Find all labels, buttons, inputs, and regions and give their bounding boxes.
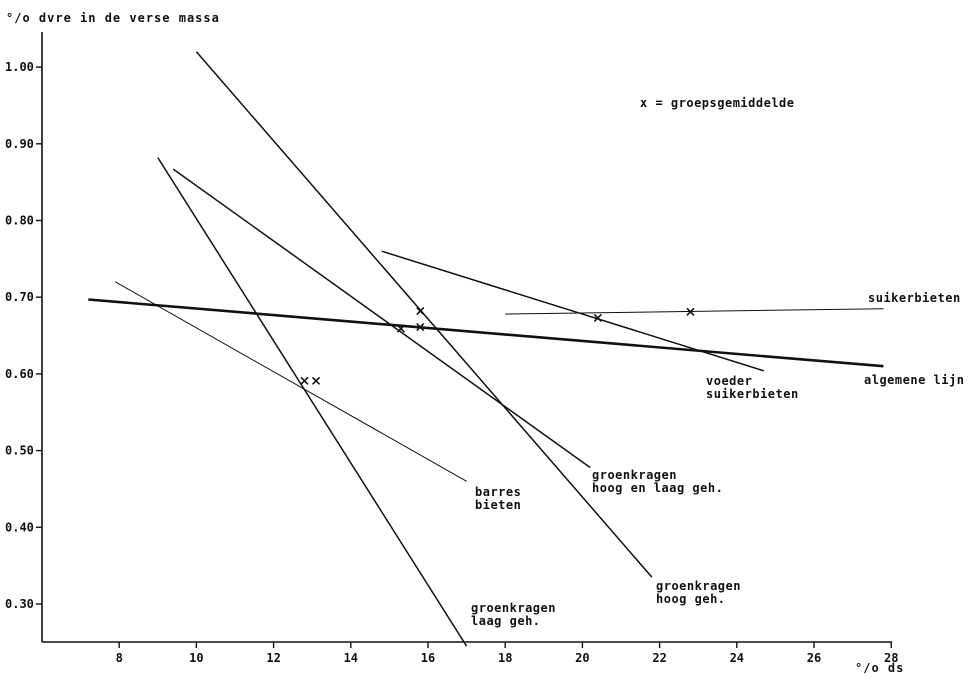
series-line-groenkragen-laag-geh [157,157,468,647]
y-axis: 0.30 0.40 0.50 0.60 0.70 0.80 0.90 1.00 °/o dvr… [5,11,220,642]
series-label-voeder-suikerbieten: suikerbieten [706,387,799,401]
x-tick-label: 12 [266,651,280,665]
x-tick-label: 28 [884,651,898,665]
group-mean-marker-groenkragen-hoog-geh [416,306,425,316]
x-tick-label: 14 [344,651,358,665]
series-label-voeder-suikerbieten: voeder [706,374,752,388]
series-line-suikerbieten [505,308,884,315]
series-label-groenkragen-hoog-geh: hoog geh. [656,592,726,606]
series-label-groenkragen-hoog-en-laag-geh: hoog en laag geh. [592,481,723,495]
series-label-groenkragen-hoog-geh: groenkragen [656,579,741,593]
x-tick-group: 8 10 12 14 16 18 20 22 24 26 28 [116,642,898,665]
series-line-groenkragen-hoog-geh [195,51,653,578]
x-tick-label: 16 [421,651,435,665]
series-label-suikerbieten: suikerbieten [868,291,961,305]
x-tick-label: 10 [189,651,203,665]
series-label-groenkragen-laag-geh: laag geh. [471,614,541,628]
series-line-groenkragen-hoog-en-laag-geh [172,168,591,469]
group-mean-marker-groenkragen-laag-geh [311,376,321,385]
series-label-algemene-lijn: algemene lijn [864,373,964,387]
group-mean-marker-voeder-suikerbieten [593,313,602,322]
series-line-voeder-suikerbieten [381,250,765,372]
x-tick-label: 18 [498,651,512,665]
series-label-groenkragen-laag-geh: groenkragen [471,601,556,615]
x-tick-label: 20 [575,651,589,665]
y-tick-label: 0.90 [5,137,34,151]
group-mean-marker-groenkragen-hoog-en-laag-geh [396,324,406,333]
y-tick-label: 0.70 [5,290,34,304]
series-means [300,306,695,385]
group-mean-marker [416,323,425,332]
legend-note: x = groepsgemiddelde [640,96,795,110]
series-label-groenkragen-hoog-en-laag-geh: groenkragen [592,468,677,482]
x-tick-label: 24 [730,651,744,665]
y-tick-label: 0.30 [5,597,34,611]
x-axis-title: °/o ds [855,661,904,675]
group-mean-marker-suikerbieten [686,307,695,316]
series-label-barres-bieten: bieten [475,498,521,512]
series-label-barres-bieten: barres [475,485,521,499]
series-line-algemene-lijn [88,298,884,368]
y-tick-label: 0.40 [5,520,34,534]
group-mean-marker-barres-bieten [300,376,309,385]
y-axis-title: °/o dvre in de verse massa [6,11,220,25]
y-tick-label: 0.60 [5,367,34,381]
x-axis: 8 10 12 14 16 18 20 22 24 26 28 °/o ds [42,641,904,675]
x-tick-label: 26 [807,651,821,665]
x-tick-label: 8 [116,651,123,665]
series-lines [88,51,884,647]
y-tick-label: 0.80 [5,214,34,228]
y-tick-group: 0.30 0.40 0.50 0.60 0.70 0.80 0.90 1.00 [5,60,42,611]
y-tick-label: 0.50 [5,444,34,458]
x-tick-label: 22 [652,651,666,665]
series-line-barres-bieten [115,281,467,482]
y-tick-label: 1.00 [5,60,34,74]
